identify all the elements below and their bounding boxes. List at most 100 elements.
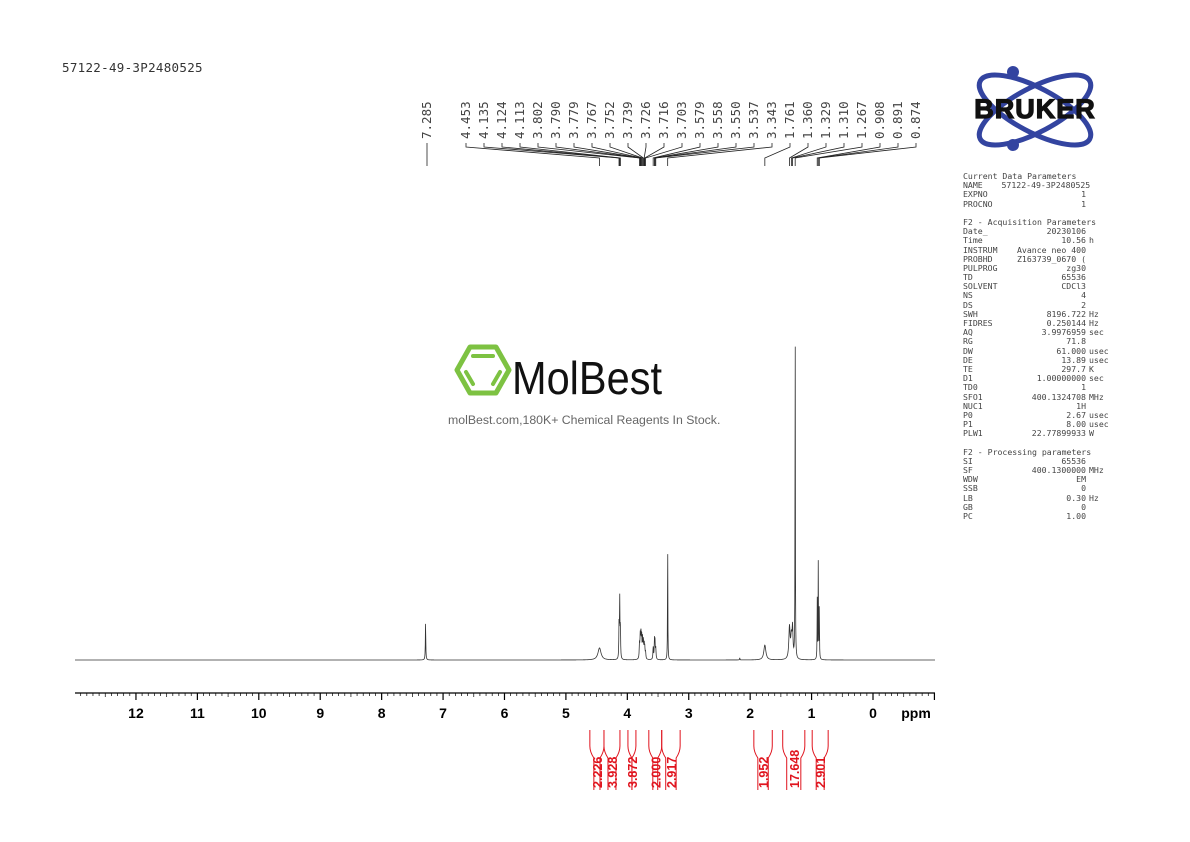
param-key: SWH [963,308,978,319]
param-value: 8.00 [1066,419,1086,430]
peak-label-connector [790,143,827,166]
peak-label: 4.113 [512,101,527,139]
integral-bracket-right [675,730,681,790]
param-unit [1086,503,1115,512]
integral-bracket-left [627,730,633,790]
param-key: PULPROG [963,262,998,273]
param-row: PROCNO 1 [963,198,1115,209]
peak-label: 1.329 [818,101,833,139]
param-row: PC 1.00 [963,510,1115,521]
param-unit: usec [1089,409,1109,420]
integral-bracket-right [823,730,829,790]
param-value: 1 [1081,382,1086,393]
param-value: 1H [1076,400,1086,411]
peak-label: 0.874 [908,101,923,139]
peak-label-connector [654,143,737,166]
param-value: 2.67 [1066,409,1086,420]
integral-value: 2.226 [591,757,605,788]
param-key: NUC1 [963,400,983,411]
param-value: 10.56 [1061,235,1086,246]
x-axis: 12 11 10 9 8 7 6 5 4 3 2 1 0 ppm [75,692,936,721]
integral-value: 3.872 [626,757,640,788]
peak-label-connector [654,143,719,166]
param-key: PC [963,510,973,521]
param-unit: K [1089,363,1094,374]
x-tick-label: 10 [251,705,267,721]
peak-label-connector [764,143,791,166]
param-unit [1086,246,1115,255]
param-value: 0 [1081,483,1086,494]
param-value: 400.1324708 [1031,391,1086,402]
param-key: EXPNO [963,189,988,200]
param-value: 297.7 [1061,363,1086,374]
peak-label: 1.761 [782,101,797,139]
param-value: 1 [1081,189,1086,200]
peak-label: 1.310 [836,101,851,139]
peak-label: 3.767 [584,101,599,139]
peak-label: 1.267 [854,101,869,139]
param-value: 8196.722 [1046,308,1086,319]
param-value: 1.00000000 [1036,373,1086,384]
param-unit: MHz [1089,391,1104,402]
x-tick-label: 2 [746,705,754,721]
peak-label-connector [609,143,643,166]
param-value: 57122-49-3P2480525 [1001,180,1091,191]
param-key: PROCNO [963,198,993,209]
peak-label: 3.739 [620,101,635,139]
param-row: SI 65536 [963,455,1115,466]
param-key: PLW1 [963,428,983,439]
peak-labels: 7.285 4.453 4.135 4.124 4.113 3.802 3.790 3.779… [419,101,923,166]
param-row: NS 4 [963,291,1115,300]
parameters-panel: Current Data Parameters NAME 57122-49-3P24… [963,171,1115,521]
param-value: 65536 [1061,272,1086,283]
param-key: P0 [963,409,973,420]
param-row: EXPNO 1 [963,190,1115,199]
integral-value: 1.952 [757,757,771,788]
molbest-logo: MolBest [454,344,662,400]
peak-label-connector [816,143,881,166]
peak-label: 7.285 [419,101,434,139]
param-key: DW [963,345,973,356]
peak-label: 3.343 [764,101,779,139]
param-key: NAME [963,180,983,191]
peak-label: 3.752 [602,101,617,139]
param-key: Time [963,235,983,246]
param-row: INSTRUM Avance neo 400 [963,244,1115,255]
peak-label-connector [644,143,665,166]
peak-label: 3.558 [710,101,725,139]
param-row: NAME 57122-49-3P2480525 [963,180,1115,191]
param-value: Z163739_0670 ( [1016,253,1086,264]
param-value: 22.77899933 [1031,428,1086,439]
param-row: DW 61.000 usec [963,345,1115,356]
x-tick-label: 12 [128,705,144,721]
peak-label-connector [645,143,683,166]
peak-label-connector [792,143,845,166]
integral-bracket-right [599,730,605,790]
param-key: TD0 [963,382,978,393]
param-value: 65536 [1061,455,1086,466]
integral-bracket-left [661,730,667,790]
param-row: SOLVENT CDCl3 [963,282,1115,291]
param-value: 1 [1081,198,1086,209]
param-key: INSTRUM [963,244,998,255]
param-key: SFO1 [963,391,983,402]
integral-bracket-right [631,730,637,790]
integral-value: 3.928 [606,757,620,788]
peak-label: 4.124 [494,101,509,139]
peak-label-connector [818,143,917,166]
molbest-tagline: molBest.com,180K+ Chemical Reagents In S… [448,413,721,427]
param-row: DS 2 [963,300,1115,310]
param-section-header: Current Data Parameters [963,171,1077,181]
param-key: DE [963,354,973,365]
param-key: PROBHD [963,253,993,264]
param-value: 0.250144 [1046,318,1086,328]
peak-label-connector [537,143,640,166]
param-section-header: F2 - Processing parameters [963,446,1092,457]
integral-value: 2.917 [665,757,679,788]
param-unit [1086,200,1115,209]
bruker-logo: BRUKER [974,66,1095,151]
param-row: SF 400.1300000 MHz [963,465,1115,475]
param-unit: MHz [1089,465,1104,475]
peak-label: 3.579 [692,101,707,139]
integral-bracket-right [615,730,621,790]
